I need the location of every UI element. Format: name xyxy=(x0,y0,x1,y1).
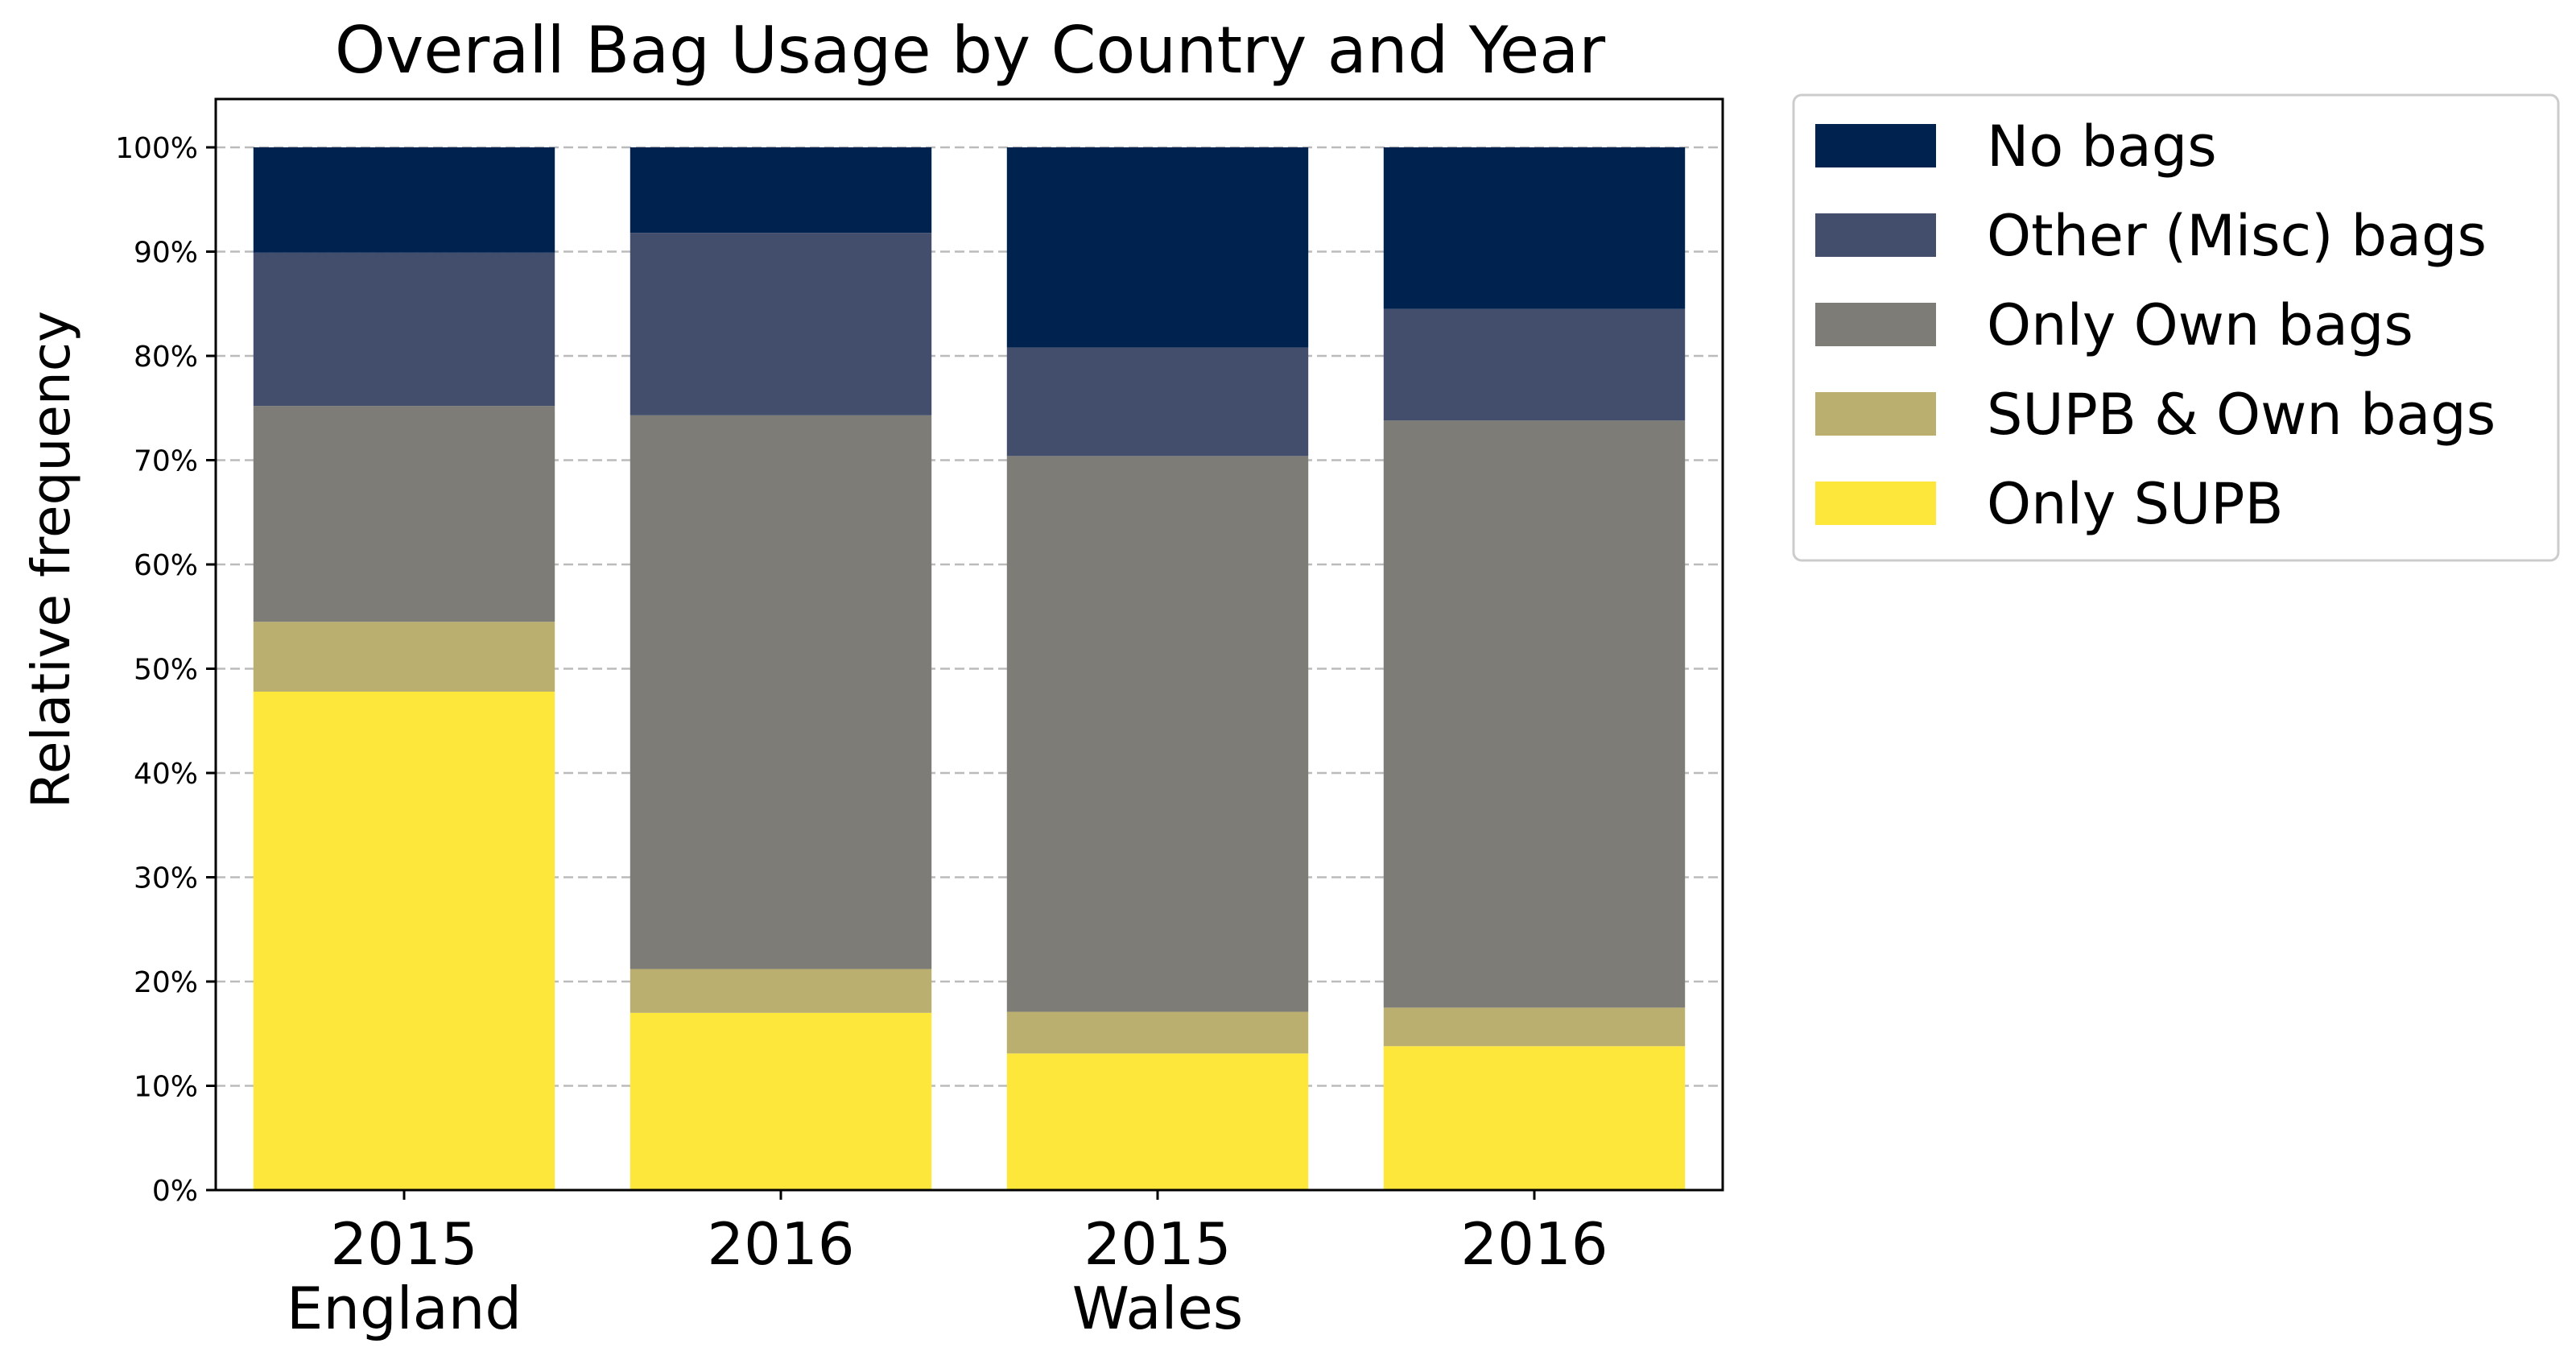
y-tick-label: 80% xyxy=(134,341,198,374)
bar-segment xyxy=(1006,1011,1309,1054)
group-label: Wales xyxy=(1072,1275,1244,1342)
y-tick-label: 10% xyxy=(134,1071,198,1104)
y-axis-label: Relative frequency xyxy=(20,311,82,808)
y-tick-label: 70% xyxy=(134,445,198,478)
bar-segment xyxy=(1006,347,1309,457)
bar-segment xyxy=(1383,1007,1686,1047)
bar-segment xyxy=(1006,456,1309,1012)
legend-swatch xyxy=(1815,124,1936,167)
legend-label: Only SUPB xyxy=(1987,471,2284,537)
bar-segment xyxy=(630,415,932,969)
y-tick-label: 0% xyxy=(152,1175,198,1208)
bar-segment xyxy=(1383,1046,1686,1190)
legend-frame xyxy=(1792,93,2560,562)
group-label: England xyxy=(287,1275,522,1342)
x-tick-label: 2016 xyxy=(707,1210,854,1278)
bar-segment xyxy=(1006,1053,1309,1190)
legend-label: Only Own bags xyxy=(1987,292,2413,358)
legend-swatch xyxy=(1815,482,1936,525)
legend-label: Other (Misc) bags xyxy=(1987,203,2487,269)
bar-segment xyxy=(630,147,932,234)
x-tick-label: 2015 xyxy=(1084,1210,1231,1278)
y-tick-label: 100% xyxy=(115,132,198,165)
legend-label: SUPB & Own bags xyxy=(1987,382,2496,448)
legend-swatch xyxy=(1815,213,1936,257)
plot-frame xyxy=(214,97,1724,1192)
bar-segment xyxy=(253,147,555,253)
bars xyxy=(253,147,1686,1190)
bar-segment xyxy=(253,252,555,407)
legend-swatch xyxy=(1815,303,1936,346)
x-tick-label: 2016 xyxy=(1460,1210,1608,1278)
bar-segment xyxy=(1383,420,1686,1008)
y-tick-label: 90% xyxy=(134,237,198,270)
y-axis-ticks: 0% 10% 20% 30% 40% 50% 60% 70% 80% 90% 100% xyxy=(115,132,216,1208)
bar-segment xyxy=(1383,308,1686,421)
y-tick-label: 30% xyxy=(134,862,198,895)
x-tick-label: 2015 xyxy=(330,1210,477,1278)
y-tick-label: 40% xyxy=(134,758,198,791)
bar-segment xyxy=(630,233,932,415)
bar-segment xyxy=(253,406,555,622)
bar-segment xyxy=(630,1012,932,1190)
chart-title: Overall Bag Usage by Country and Year xyxy=(335,13,1605,88)
legend-swatch xyxy=(1815,392,1936,436)
y-tick-label: 20% xyxy=(134,966,198,999)
y-tick-label: 50% xyxy=(134,654,198,687)
bar-segment xyxy=(1383,147,1686,309)
bar-segment xyxy=(1006,147,1309,348)
y-tick-label: 60% xyxy=(134,549,198,582)
bar-segment xyxy=(253,691,555,1190)
legend: No bags Other (Misc) bags Only Own bags SUP… xyxy=(1792,93,2560,562)
legend-label: No bags xyxy=(1987,114,2217,180)
bar-segment xyxy=(253,622,555,692)
x-axis-ticks: 2015 2016 2015 2016 England Wales xyxy=(287,1190,1608,1342)
bar-segment xyxy=(630,969,932,1013)
